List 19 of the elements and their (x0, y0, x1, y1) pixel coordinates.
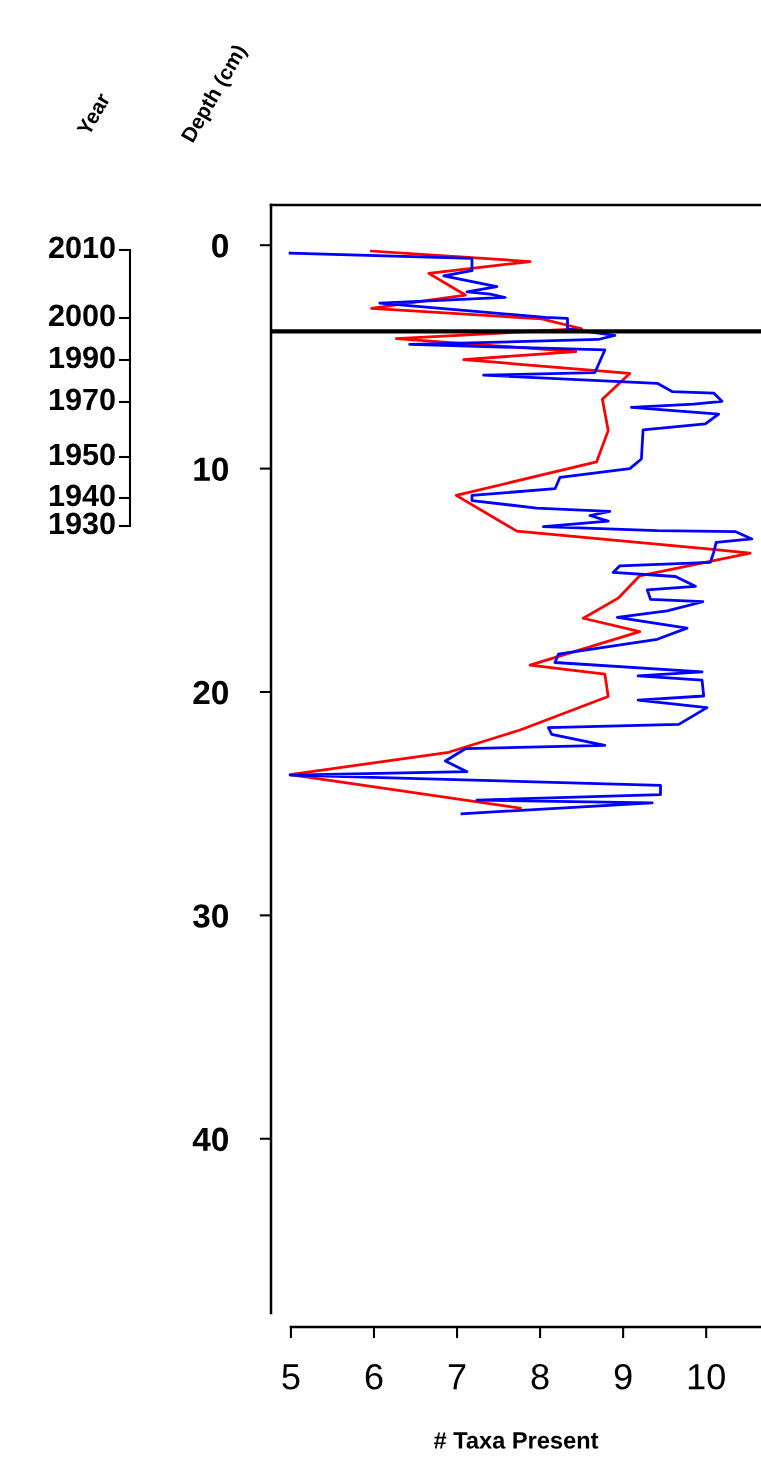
text: 1950 (49, 443, 115, 466)
text: 1990 (49, 346, 115, 369)
x-tick-label: 9 (614, 1363, 632, 1390)
y-tick-label: 0 (212, 234, 228, 258)
text: 1970 (49, 388, 115, 411)
text: 1930 (49, 512, 115, 535)
y-tick-label: 10 (194, 457, 228, 481)
y-tick-label: 40 (192, 1127, 228, 1152)
x-tick-label: 10 (688, 1363, 725, 1390)
text: 2000 (49, 304, 115, 327)
x-axis-title: # Taxa Present (433, 1432, 599, 1449)
x-tick-label: 6 (365, 1363, 383, 1390)
x-tick-label: 7 (448, 1364, 466, 1390)
y-tick-label: 30 (193, 904, 228, 928)
x-tick-label: 5 (282, 1364, 300, 1390)
text: 2010 (49, 236, 115, 259)
y-tick-label: 20 (193, 680, 228, 705)
text: 1940 (49, 484, 115, 507)
x-tick-label: 8 (531, 1363, 549, 1390)
